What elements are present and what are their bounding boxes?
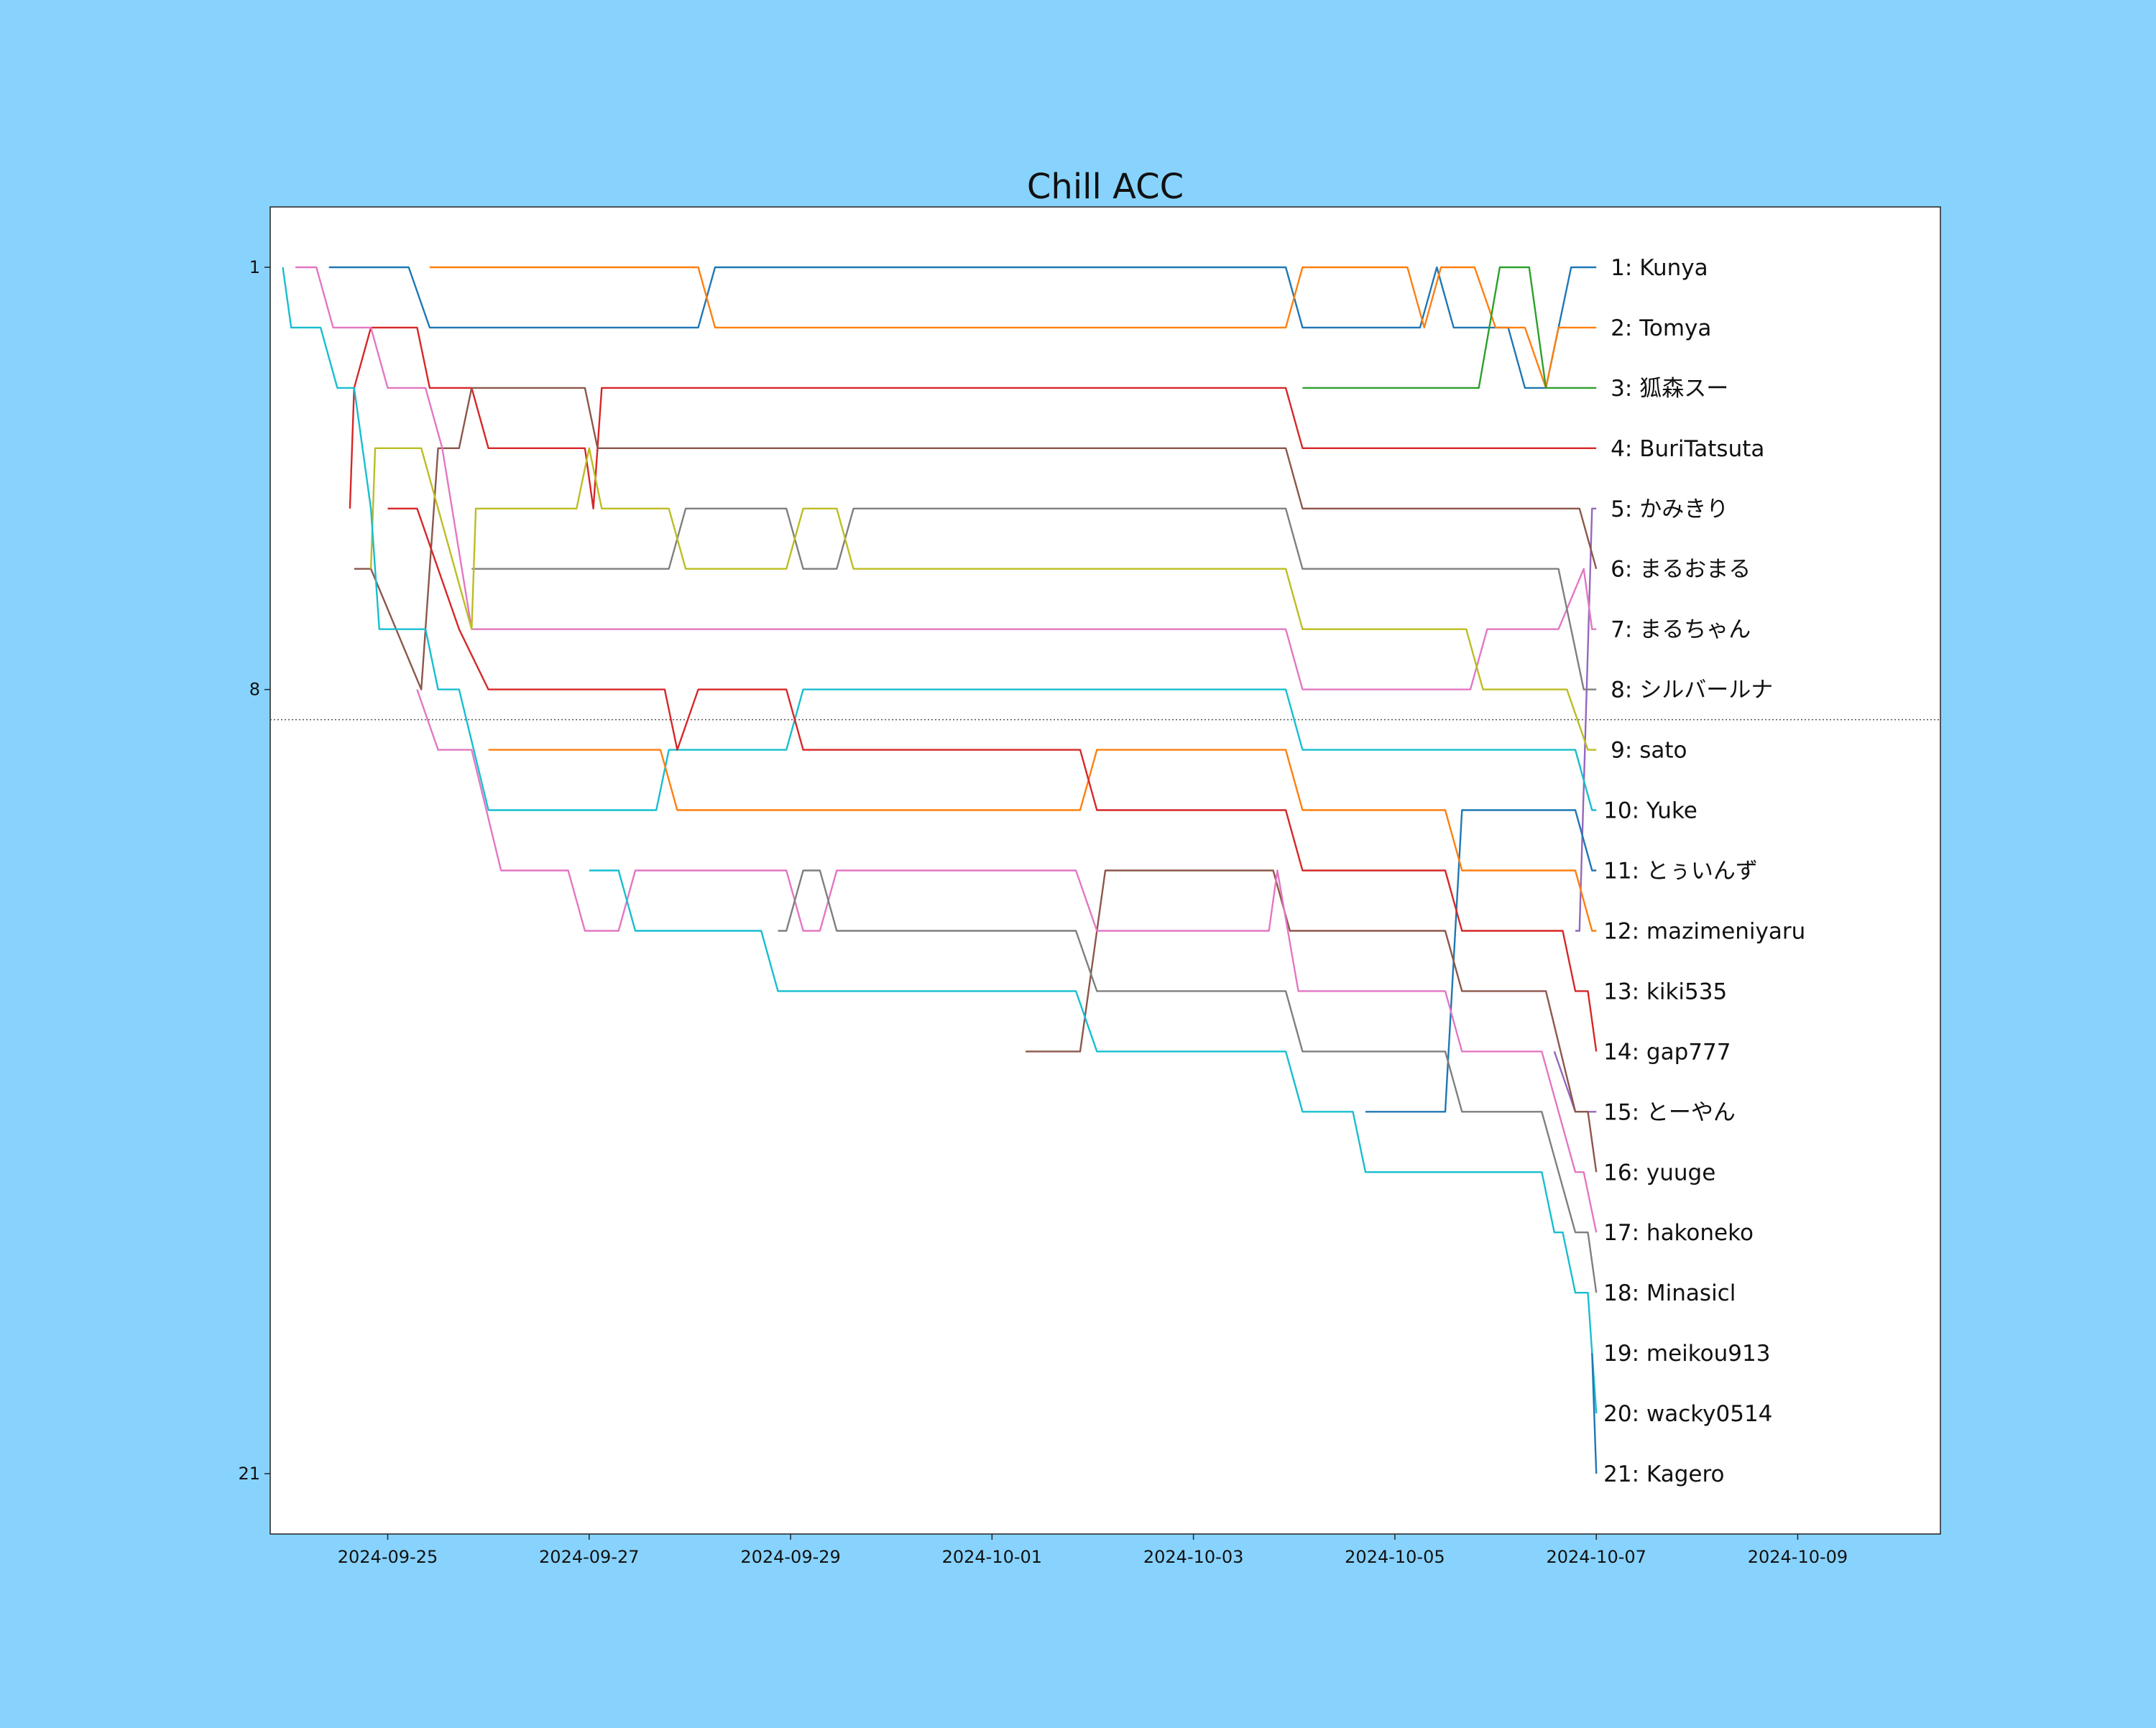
series-label-12: 12: mazimeniyaru [1603, 918, 1805, 944]
x-tick-label: 2024-10-05 [1345, 1547, 1445, 1567]
series-line-17 [416, 689, 1598, 1233]
y-tick-label: 1 [249, 257, 260, 277]
series-label-11: 11: とぅいんず [1603, 859, 1758, 884]
series-line-10 [282, 267, 1597, 811]
series-line-14 [387, 507, 1598, 1052]
series-label-2: 2: Tomya [1611, 315, 1711, 341]
series-label-20: 20: wacky0514 [1603, 1401, 1772, 1427]
x-tick-label: 2024-10-03 [1143, 1547, 1243, 1567]
series-label-1: 1: Kunya [1611, 255, 1708, 281]
series-line-1 [328, 266, 1597, 389]
series-label-14: 14: gap777 [1603, 1039, 1731, 1065]
chart-title: Chill ACC [1027, 167, 1184, 207]
series-label-8: 8: シルバールナ [1611, 678, 1773, 703]
series-label-19: 19: meikou913 [1603, 1341, 1770, 1367]
series-line-2 [429, 266, 1597, 389]
series-label-21: 21: Kagero [1603, 1461, 1724, 1487]
series-label-15: 15: とーやん [1603, 1099, 1736, 1125]
series-label-17: 17: hakoneko [1603, 1220, 1754, 1246]
series-line-18 [778, 869, 1598, 1293]
series-label-6: 6: まるおまる [1611, 557, 1751, 583]
y-tick-label: 8 [249, 680, 260, 700]
series-label-16: 16: yuuge [1603, 1160, 1715, 1186]
series-line-3 [1302, 266, 1597, 389]
series-line-6 [354, 387, 1598, 690]
series-line-7 [295, 266, 1597, 690]
series-line-11 [1365, 809, 1597, 1113]
x-tick-label: 2024-09-29 [740, 1547, 840, 1567]
series-label-5: 5: かみきり [1611, 496, 1728, 522]
series-label-18: 18: Minasicl [1603, 1280, 1736, 1306]
series-line-21 [1591, 1353, 1598, 1474]
series-label-4: 4: BuriTatsuta [1611, 436, 1764, 462]
y-tick-label: 21 [238, 1464, 260, 1484]
x-tick-label: 2024-10-09 [1748, 1547, 1848, 1567]
series-line-9 [369, 447, 1597, 751]
series-line-5 [1575, 507, 1597, 932]
series-label-3: 3: 狐森スー [1611, 376, 1728, 402]
x-tick-label: 2024-10-07 [1546, 1547, 1646, 1567]
series-label-9: 9: sato [1611, 738, 1687, 764]
x-tick-label: 2024-10-01 [942, 1547, 1042, 1567]
series-label-13: 13: kiki535 [1603, 979, 1727, 1004]
series-label-10: 10: Yuke [1603, 798, 1697, 824]
series-label-7: 7: まるちゃん [1611, 617, 1751, 643]
series-line-20 [589, 869, 1598, 1414]
x-tick-label: 2024-09-27 [539, 1547, 639, 1567]
x-tick-label: 2024-09-25 [338, 1547, 438, 1567]
series-line-12 [488, 749, 1597, 932]
